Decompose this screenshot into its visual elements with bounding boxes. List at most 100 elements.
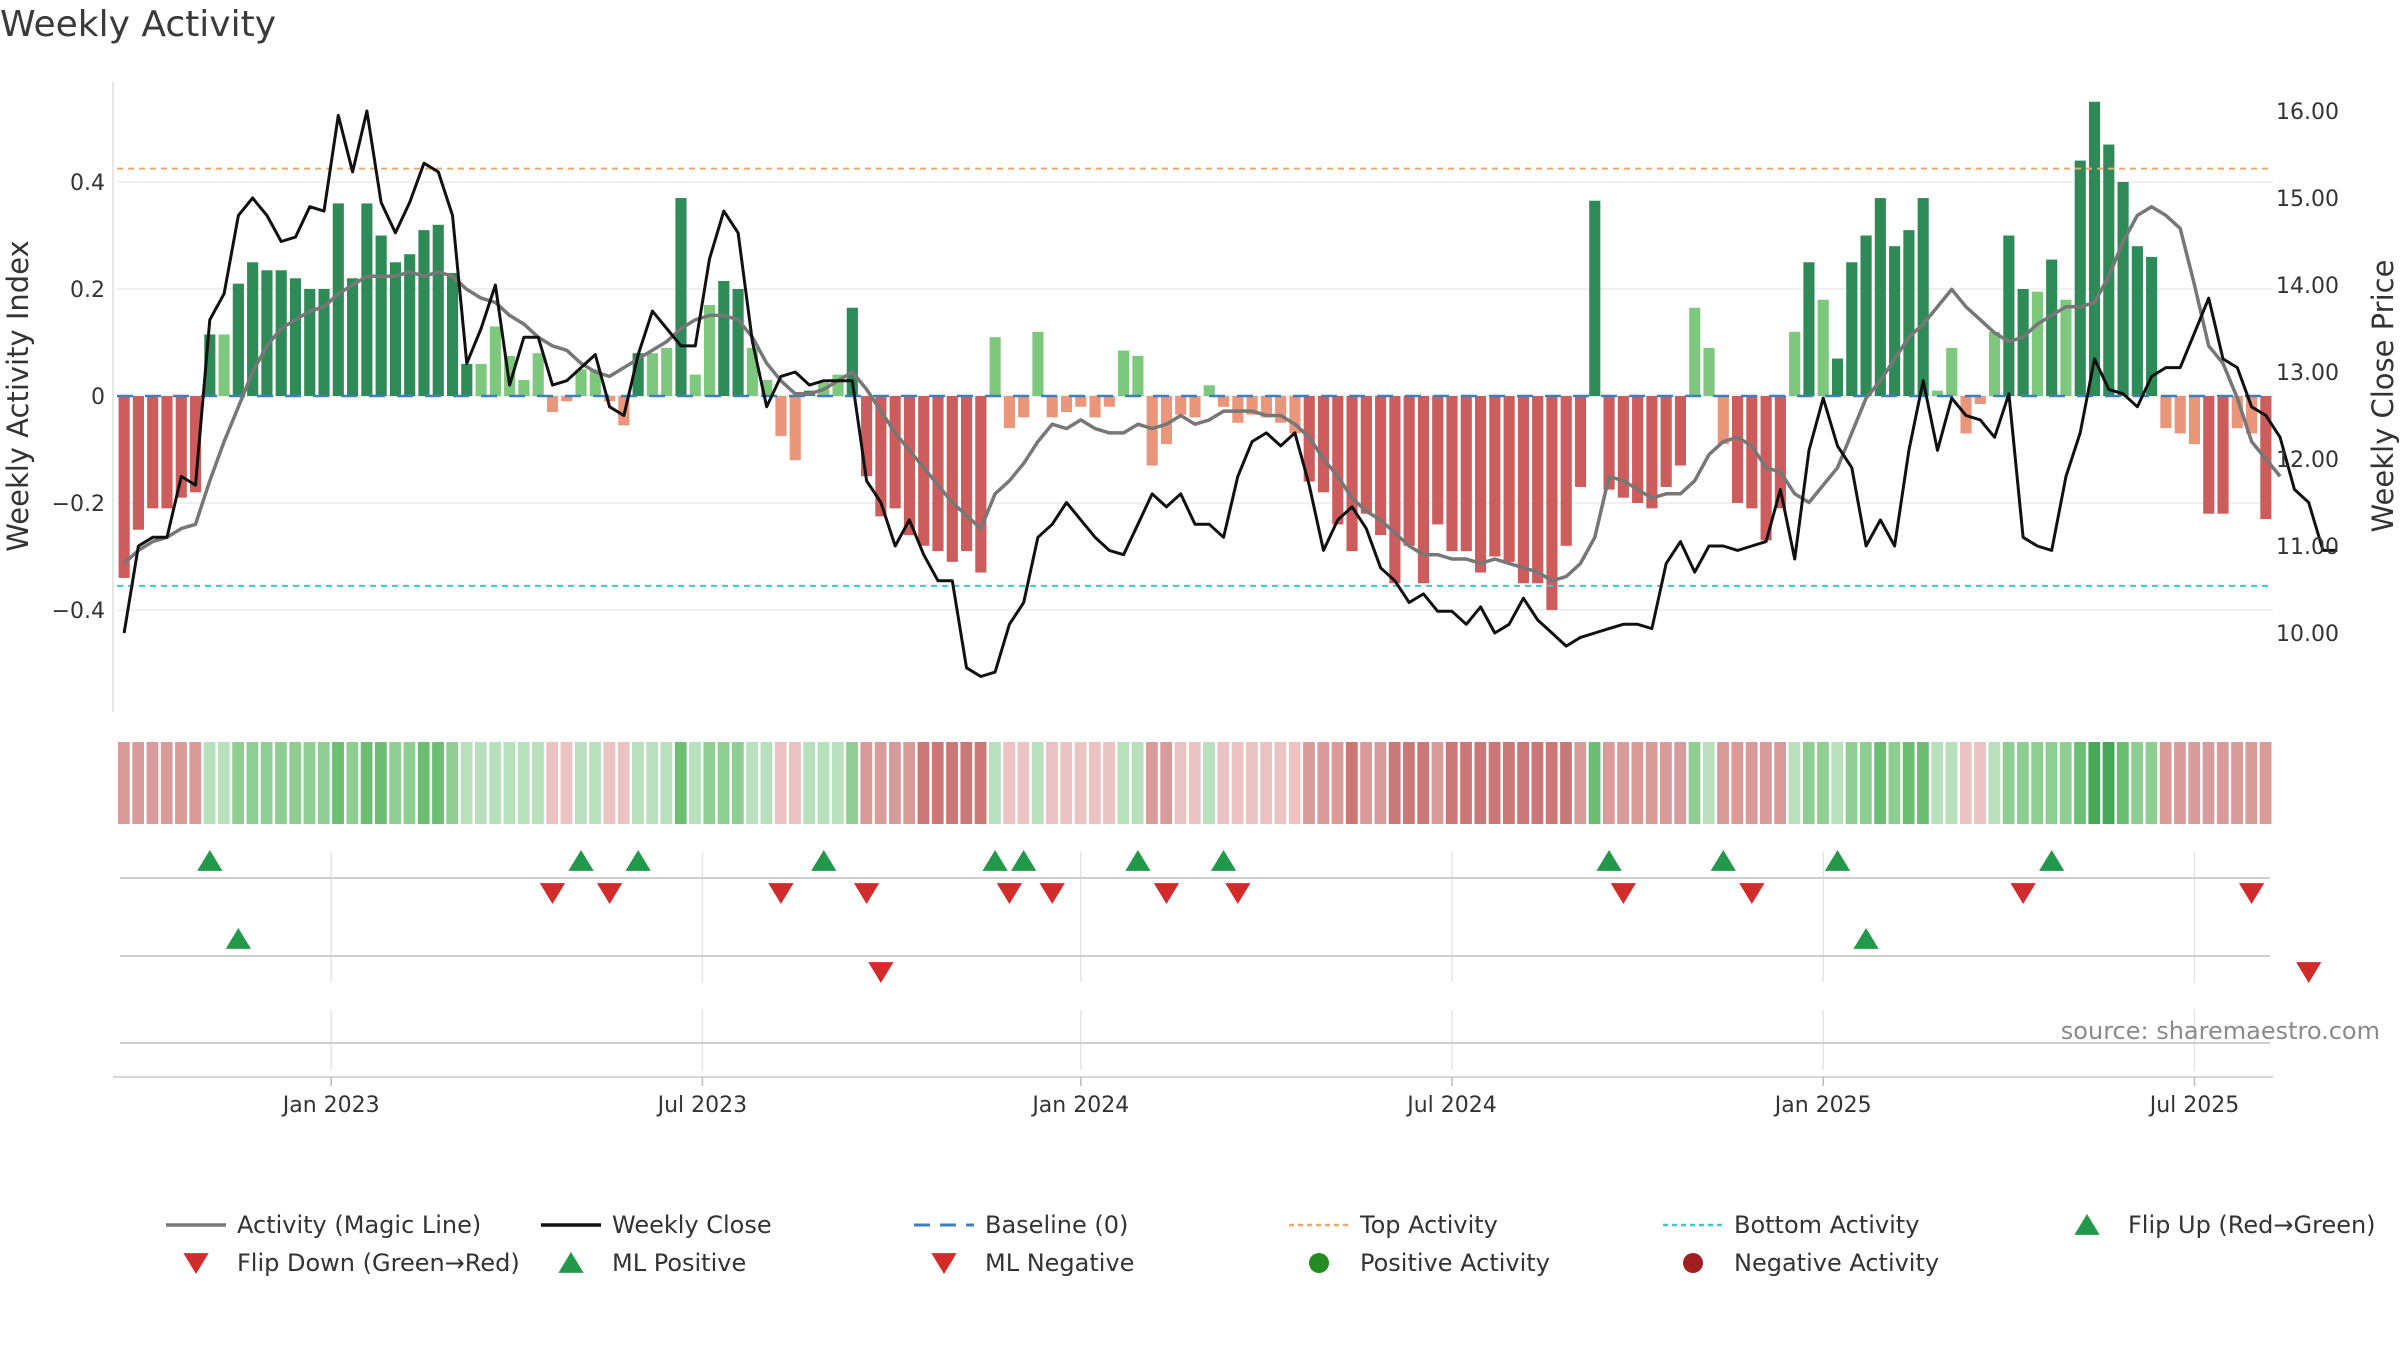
activity-bar [761, 379, 773, 396]
heat-tile [717, 742, 730, 824]
activity-bar [1046, 396, 1058, 418]
heat-tile [1731, 742, 1744, 824]
activity-bar [289, 278, 302, 396]
heat-tile [2159, 742, 2172, 824]
legend-label: Activity (Magic Line) [237, 1211, 481, 1239]
heat-tile [1502, 742, 1515, 824]
legend-item: Flip Down (Green→Red) [183, 1249, 520, 1277]
legend-item: ML Positive [558, 1249, 746, 1277]
heat-tile [1774, 742, 1787, 824]
heat-tile [1245, 742, 1258, 824]
activity-bar [1574, 396, 1587, 487]
activity-bar [2203, 396, 2215, 514]
y-left-tick-label: 0.2 [70, 278, 105, 303]
heat-tile [217, 742, 230, 824]
activity-bar [247, 262, 259, 396]
activity-bar [532, 353, 544, 396]
legend-item: Top Activity [1289, 1211, 1498, 1239]
heat-tile [574, 742, 587, 824]
heat-tile [2116, 742, 2129, 824]
flip-up-marker [982, 850, 1008, 871]
y-right-tick-label: 10.00 [2276, 622, 2339, 647]
activity-bar [118, 396, 130, 578]
activity-bar [461, 363, 473, 396]
flip-up-marker [1210, 850, 1237, 871]
activity-bar [1674, 396, 1687, 466]
activity-bar [361, 203, 373, 396]
x-tick-label: Jan 2023 [281, 1093, 380, 1118]
activity-bar [1375, 396, 1387, 536]
activity-bar [375, 235, 387, 396]
activity-bar [1217, 396, 1230, 407]
activity-bar [2017, 289, 2029, 396]
activity-bar [489, 326, 501, 396]
heat-tile [2059, 742, 2072, 824]
heat-tile [332, 742, 344, 824]
heat-tile [1417, 742, 1430, 824]
heat-tile [874, 742, 887, 824]
flip-up-marker [1824, 850, 1851, 871]
legend-swatch-triangle-down [931, 1253, 957, 1274]
heat-tile [960, 742, 973, 824]
heat-tile [1802, 742, 1815, 824]
heat-tile [389, 742, 402, 824]
x-tick-label: Jan 2025 [1773, 1093, 1872, 1118]
activity-bar [1489, 396, 1501, 557]
signal-markers [197, 850, 2322, 983]
heat-tile [246, 742, 259, 824]
flip-down-marker [539, 883, 566, 904]
heat-tile [689, 742, 701, 824]
flip-down-marker [1610, 883, 1636, 904]
heat-tile [1160, 742, 1173, 824]
heat-tile [1046, 742, 1058, 824]
legend-item: Bottom Activity [1663, 1211, 1919, 1239]
activity-bar [903, 396, 916, 536]
heat-tile [1203, 742, 1215, 824]
activity-bar [1018, 396, 1030, 418]
activity-bar [2160, 396, 2172, 429]
legend-item: ML Negative [931, 1249, 1134, 1277]
heat-tile [160, 742, 173, 824]
y-right-tick-label: 15.00 [2276, 187, 2339, 212]
activity-bar [1903, 230, 1915, 396]
heat-tile [1888, 742, 1901, 824]
heat-tile [489, 742, 502, 824]
heat-tile [2102, 742, 2115, 824]
heat-tile [1831, 742, 1844, 824]
activity-bar [1803, 262, 1815, 396]
activity-bar [389, 262, 401, 396]
activity-bar [2031, 291, 2043, 396]
heat-tile [1788, 742, 1801, 824]
heat-tile [132, 742, 145, 824]
heat-tile [603, 742, 616, 824]
activity-bar [2060, 299, 2072, 396]
flip-up-marker [197, 850, 223, 871]
activity-bar [1275, 396, 1287, 423]
heat-tile [1531, 742, 1544, 824]
heat-tile [175, 742, 187, 824]
heat-tile [1117, 742, 1130, 824]
heat-tile [1303, 742, 1315, 824]
heat-tile [2045, 742, 2058, 824]
activity-bar [575, 369, 587, 396]
heat-tile [1260, 742, 1273, 824]
activity-bar [189, 396, 202, 493]
heat-tile [846, 742, 858, 824]
heat-tile [532, 742, 544, 824]
heat-tile [2002, 742, 2015, 824]
legend-swatch-triangle-down [183, 1253, 209, 1274]
heat-tile [1431, 742, 1444, 824]
flip-up-marker [1125, 850, 1151, 871]
heat-tile [1031, 742, 1044, 824]
activity-bar [732, 289, 744, 396]
activity-bar [946, 396, 958, 562]
activity-bar [832, 374, 844, 396]
activity-bar [2146, 256, 2158, 396]
heat-tile [403, 742, 416, 824]
activity-bar [1003, 396, 1015, 429]
heat-tile [1717, 742, 1729, 824]
heat-tile [1274, 742, 1287, 824]
heat-tile [1660, 742, 1672, 824]
activity-bar [304, 289, 316, 396]
heat-tile [1817, 742, 1829, 824]
